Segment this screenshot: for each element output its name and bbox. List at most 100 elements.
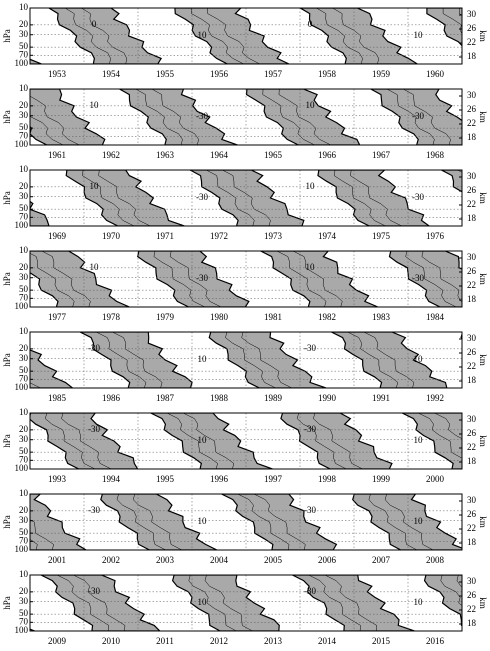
contour-line [442, 8, 462, 35]
y-tick-label: 50 [19, 446, 29, 456]
x-tick-label: 1986 [102, 393, 121, 403]
contour-line [82, 170, 135, 226]
y-tick-label: 100 [15, 463, 29, 473]
contour-label: 10 [198, 435, 208, 445]
contour-line [225, 332, 276, 388]
y-tick-label: 100 [15, 58, 29, 68]
contour-line [116, 494, 166, 550]
easterly-shading [47, 8, 163, 64]
x-tick-label: 2005 [264, 555, 283, 565]
y-tick-label: 10 [19, 407, 29, 417]
contour-label: -30 [88, 586, 100, 596]
contour-label: 0 [92, 19, 97, 29]
y2-tick-label: 18 [467, 51, 477, 61]
y-axis-label: hPa [2, 29, 12, 43]
contour-label: 10 [414, 516, 424, 526]
x-tick-label: 2012 [210, 636, 228, 646]
contour-line [132, 494, 182, 550]
easterly-shading [137, 251, 250, 307]
y2-tick-label: 26 [467, 104, 477, 114]
y-tick-label: 50 [19, 41, 29, 51]
easterly-shading [30, 349, 74, 388]
y2-tick-label: 22 [467, 442, 476, 452]
y-tick-label: 20 [19, 343, 29, 353]
y-tick-label: 50 [19, 122, 29, 132]
contour-line [30, 253, 75, 307]
contour-line [135, 89, 183, 145]
contour-line [188, 575, 237, 631]
easterly-shading [118, 89, 238, 145]
y2-tick-label: 30 [467, 171, 477, 181]
x-tick-label: 1976 [426, 231, 445, 241]
x-tick-label: 1972 [210, 231, 228, 241]
x-tick-label: 1984 [426, 312, 445, 322]
y-tick-label: 20 [19, 262, 29, 272]
y-tick-label: 30 [19, 353, 29, 363]
contour-line [190, 8, 244, 64]
x-tick-label: 2016 [426, 636, 445, 646]
y-tick-label: 50 [19, 284, 29, 294]
y2-axis-label: km [478, 516, 488, 528]
contour-line [440, 575, 462, 606]
easterly-shading [260, 251, 379, 307]
x-tick-label: 1969 [48, 231, 67, 241]
easterly-shading [331, 332, 448, 388]
x-tick-label: 1978 [102, 312, 121, 322]
contour-line [206, 170, 255, 226]
x-tick-label: 1962 [102, 150, 120, 160]
y2-tick-label: 18 [467, 294, 477, 304]
contour-line [81, 8, 128, 64]
y2-tick-label: 22 [467, 280, 476, 290]
contour-line [73, 575, 126, 631]
contour-line [384, 494, 434, 550]
plot-frame [29, 250, 463, 308]
easterly-shading [245, 89, 361, 145]
y2-tick-label: 22 [467, 199, 476, 209]
plot-frame [29, 574, 463, 632]
y2-axis-label: km [478, 435, 488, 447]
contour-line [316, 8, 363, 64]
y-tick-label: 70 [19, 373, 29, 383]
contour-line [296, 413, 347, 469]
contour-line [96, 332, 147, 388]
x-tick-label: 1983 [372, 312, 391, 322]
x-tick-label: 1992 [426, 393, 444, 403]
y2-tick-label: 30 [467, 576, 477, 586]
x-tick-label: 1955 [156, 69, 175, 79]
y-tick-label: 100 [15, 625, 29, 635]
x-tick-label: 1994 [102, 474, 121, 484]
y2-axis-label: km [478, 597, 488, 609]
x-tick-label: 2015 [372, 636, 391, 646]
contour-line [151, 89, 199, 145]
contour-line [350, 170, 402, 226]
y-axis-label: hPa [2, 515, 12, 529]
y2-tick-label: 22 [467, 37, 476, 47]
x-tick-label: 1989 [264, 393, 283, 403]
plot-frame [29, 412, 463, 470]
contour-label: 10 [90, 100, 100, 110]
y2-axis-label: km [478, 354, 488, 366]
x-tick-label: 1977 [48, 312, 67, 322]
contour-line [30, 114, 64, 145]
y2-tick-label: 18 [467, 375, 477, 385]
y-tick-label: 70 [19, 211, 29, 221]
y2-tick-label: 22 [467, 523, 476, 533]
easterly-shading [423, 575, 462, 627]
easterly-shading [150, 413, 273, 469]
contour-label: -30 [412, 192, 424, 202]
x-tick-label: 1971 [156, 231, 174, 241]
contour-label: 10 [90, 262, 100, 272]
y-tick-label: 30 [19, 29, 29, 39]
contour-label: -30 [196, 192, 208, 202]
panel [30, 332, 462, 388]
contour-line [44, 413, 96, 469]
contour-label: 10 [414, 354, 424, 364]
contour-label: -30 [88, 424, 100, 434]
y2-tick-label: 26 [467, 590, 477, 600]
x-tick-label: 1987 [156, 393, 175, 403]
contour-line [183, 413, 235, 469]
x-tick-label: 1967 [372, 150, 391, 160]
y-tick-label: 20 [19, 424, 29, 434]
contour-line [403, 89, 451, 145]
